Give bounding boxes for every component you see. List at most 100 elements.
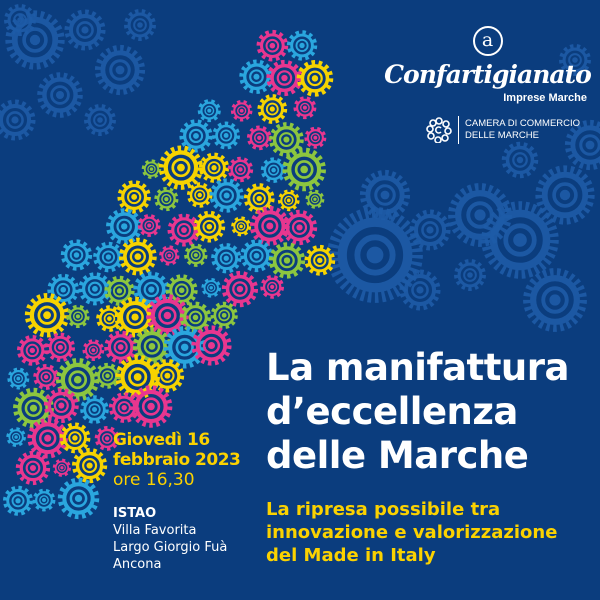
gear-icon [281,209,318,246]
gear-icon [266,59,303,97]
venue-line1: Villa Favorita [113,523,197,538]
gear-icon [124,9,156,41]
gear-icon [24,292,70,338]
gear-icon [454,259,486,291]
gear-icon [117,180,151,214]
gear-icon [559,44,591,76]
gear-icon [2,485,34,516]
divider [458,116,459,144]
gear-icon [211,243,242,274]
gear-icon [501,141,539,179]
gear-icon [198,152,230,183]
gear-icon [5,10,65,70]
camera-di-commercio-logo: CAMERA DI COMMERCIO DELLE MARCHE [426,116,580,144]
event-datetime: Giovedì 16 febbraio 2023 ore 16,30 [113,430,241,490]
gear-icon [277,189,300,212]
gear-icon [191,325,232,366]
gear-icon [227,156,254,183]
gear-icon [154,187,179,212]
gear-icon [448,183,512,247]
gear-icon [304,126,327,149]
confartigianato-logo: a Confartigianato Imprese Marche [380,26,595,105]
subtitle-line2: innovazione e valorizzazione [266,522,558,543]
gear-icon [66,304,90,329]
gear-icon [256,29,289,62]
gear-icon [16,335,48,366]
gear-icon [246,125,272,151]
gear-icon [535,165,595,225]
gear-icon [257,94,288,124]
gear-icon [293,96,317,120]
gear-icon [129,385,173,428]
gear-icon [260,275,285,299]
gear-icon [137,214,161,237]
subtitle-line3: del Made in Italy [266,545,436,566]
logo-name: Confartigianato [384,60,592,89]
gear-icon [409,209,451,251]
event-venue: ISTAO Villa Favorita Largo Giorgio Fuà A… [113,505,227,573]
gear-icon [193,210,226,243]
gear-icon [564,119,600,171]
gear-icon [209,178,244,213]
gear-icon [43,388,79,423]
gear-icon [94,44,146,96]
gear-icon [230,99,253,122]
gear-icon [286,30,318,61]
gear-icon [4,4,36,36]
gear-icon [141,159,162,179]
gear-icon [82,339,105,361]
gear-icon [93,241,124,273]
venue-line3: Ancona [113,557,162,572]
title-line3: delle Marche [266,434,529,477]
gear-icon [96,305,123,332]
gear-icon [84,104,116,136]
gear-icon [231,216,252,237]
gear-icon [37,72,83,118]
gear-icon [7,367,30,390]
gear-icon [523,268,587,332]
gear-icon [59,422,91,454]
gear-icon [0,99,36,141]
gear-icon [159,245,180,266]
gear-icon [179,301,212,334]
gear-icon [6,427,26,447]
camera-line2: DELLE MARCHE [465,130,539,141]
gear-icon [52,458,72,477]
gear-icon [64,9,106,51]
gear-icon [104,275,135,306]
gear-icon [150,359,185,393]
gear-icon [221,270,259,308]
event-time: ore 16,30 [113,470,195,490]
gear-icon [269,122,304,157]
gear-icon [80,395,109,424]
gear-icon [240,239,273,273]
gear-icon [201,277,222,298]
gear-icon [282,147,326,192]
camera-line1: CAMERA DI COMMERCIO [465,118,581,129]
gear-icon [118,237,157,276]
gear-icon [212,121,241,150]
gear-icon [305,189,325,209]
gear-icon [57,477,100,520]
gear-icon [260,157,287,183]
gear-icon [33,364,60,390]
gear-icon [210,301,238,330]
gear-icon [94,425,120,451]
gear-icon [304,244,336,276]
subtitle: La ripresa possibile tra innovazione e v… [266,498,557,567]
gear-icon [481,201,559,279]
gear-icon [32,488,56,512]
subtitle-line1: La ripresa possibile tra [266,499,501,520]
gear-icon [27,417,68,459]
gear-icon [399,269,441,311]
gear-icon [106,208,143,245]
venue-line2: Largo Giorgio Fuà [113,540,228,555]
gear-icon [60,239,93,271]
gear-icon [179,119,213,153]
gear-icon [13,387,54,429]
title-line1: La manifattura [266,346,569,389]
gear-icon [167,213,201,247]
gear-icon [296,60,334,97]
gear-icon [45,332,75,362]
